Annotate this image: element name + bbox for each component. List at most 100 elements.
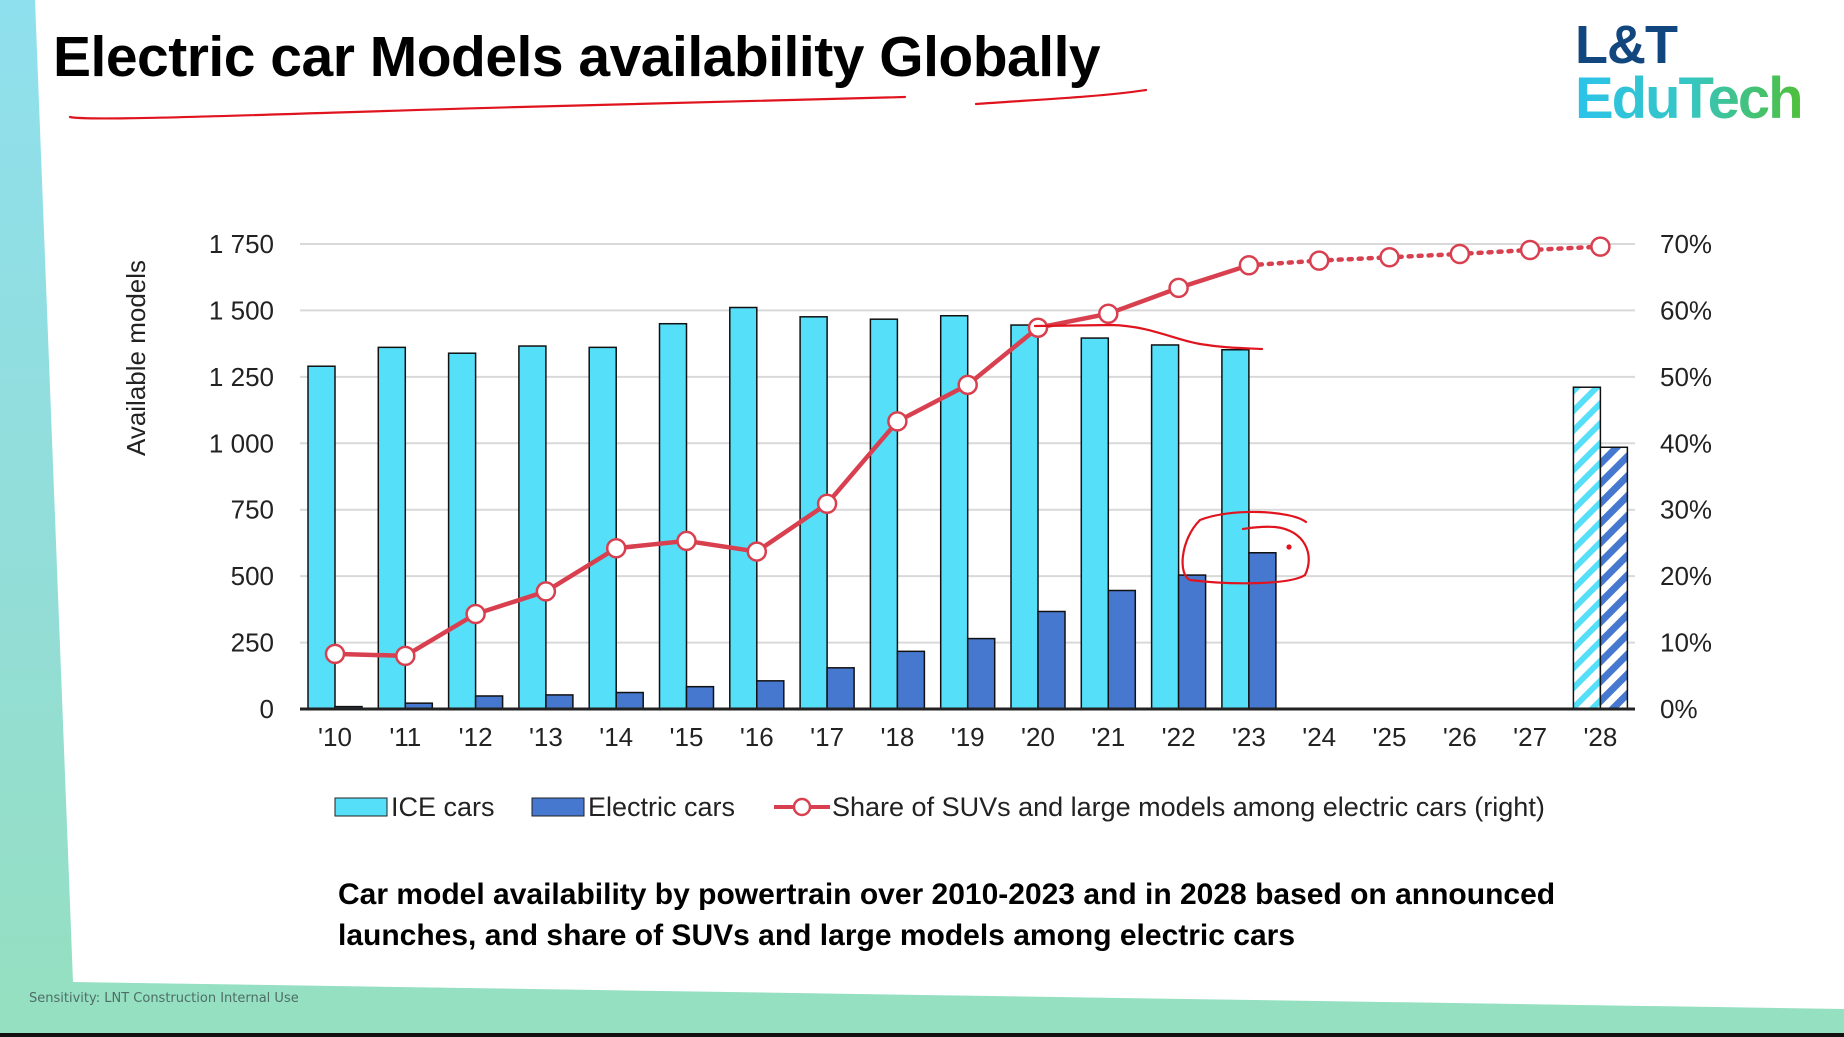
x-tick-label: '27 xyxy=(1513,722,1547,752)
share-point xyxy=(1449,243,1471,265)
chart-caption: Car model availability by powertrain ove… xyxy=(338,874,1638,956)
share-point xyxy=(1027,317,1049,338)
y-tick-label: 750 xyxy=(231,495,274,525)
legend: ICE cars Electric cars Share of SUVs and… xyxy=(334,792,1545,822)
share-point xyxy=(1590,236,1611,257)
y2-tick-label: 10% xyxy=(1660,628,1712,658)
bar-electric-cars xyxy=(474,695,504,710)
y-tick-label: 1 750 xyxy=(209,229,274,259)
bar-ice-cars xyxy=(1572,386,1602,710)
bar-electric-cars xyxy=(685,685,715,710)
y-tick-label: 0 xyxy=(260,694,274,724)
share-point xyxy=(1379,247,1400,268)
legend-swatch-electric xyxy=(531,797,585,817)
share-point xyxy=(605,537,627,559)
y-tick-label: 1 250 xyxy=(209,362,274,392)
y-axis-title: Available models xyxy=(121,260,151,456)
y2-tick-label: 60% xyxy=(1660,295,1712,325)
bar-ice-cars xyxy=(939,314,969,710)
bar-ice-cars xyxy=(447,352,477,710)
bar-ice-cars xyxy=(518,345,547,710)
bar-ice-cars xyxy=(729,306,758,710)
x-tick-label: '13 xyxy=(529,722,563,752)
bar-electric-cars xyxy=(1599,446,1629,710)
share-point xyxy=(1519,239,1541,261)
hand-annotations xyxy=(68,88,1310,585)
bar-electric-cars xyxy=(826,667,855,710)
legend-label-ice: ICE cars xyxy=(391,792,495,822)
annotation-ice-trend xyxy=(1033,323,1264,351)
bar-ice-cars xyxy=(588,346,617,710)
share-point xyxy=(1098,303,1119,324)
bar-electric-cars xyxy=(896,650,926,710)
x-tick-label: '21 xyxy=(1091,722,1125,752)
x-tick-label: '24 xyxy=(1302,722,1336,752)
annotation-underline-globally xyxy=(974,88,1148,106)
x-tick-label: '26 xyxy=(1443,722,1477,752)
bar-electric-cars xyxy=(966,637,996,710)
caption-line-1: Car model availability by powertrain ove… xyxy=(338,878,1556,911)
lt-edutech-logo: L&T EduTech xyxy=(1575,15,1804,132)
share-line-projected xyxy=(1246,244,1603,268)
y2-tick-label: 50% xyxy=(1660,362,1712,392)
caption-line-2: launches, and share of SUVs and large mo… xyxy=(338,919,1296,952)
x-tick-label: '20 xyxy=(1021,722,1055,752)
share-point xyxy=(395,645,416,667)
share-point xyxy=(1308,250,1330,271)
annotation-underline-title xyxy=(68,95,907,120)
bar-electric-cars xyxy=(1248,552,1277,710)
logo-line-2: EduTech xyxy=(1575,66,1804,132)
x-tick-label: '12 xyxy=(459,722,493,752)
bar-ice-cars xyxy=(1010,324,1039,710)
legend-label-electric: Electric cars xyxy=(588,792,735,822)
bar-ice-cars xyxy=(869,318,899,710)
bar-electric-cars xyxy=(615,691,644,710)
y2-tick-label: 20% xyxy=(1660,561,1712,591)
x-tick-label: '28 xyxy=(1583,722,1617,752)
x-tick-label: '16 xyxy=(740,722,774,752)
x-tick-label: '18 xyxy=(880,722,914,752)
share-point xyxy=(676,530,697,552)
logo-line-1: L&T xyxy=(1575,15,1678,75)
x-tick-label: '25 xyxy=(1373,722,1407,752)
bar-electric-cars xyxy=(1177,574,1207,710)
y-tick-label: 1 000 xyxy=(209,428,274,458)
x-tick-label: '14 xyxy=(599,722,633,752)
share-point xyxy=(746,541,768,562)
y2-tick-label: 30% xyxy=(1660,495,1712,525)
x-tick-label: '19 xyxy=(951,722,985,752)
slide-title: Electric car Models availability Globall… xyxy=(53,25,1101,89)
x-tick-label: '17 xyxy=(810,722,844,752)
x-tick-label: '15 xyxy=(670,722,704,752)
bar-electric-cars xyxy=(1107,589,1137,710)
y-tick-label: 500 xyxy=(231,561,274,591)
y2-tick-label: 40% xyxy=(1660,428,1712,458)
share-point xyxy=(887,411,908,432)
share-point xyxy=(324,643,346,665)
y-tick-label: 1 500 xyxy=(209,295,274,325)
bar-ice-cars xyxy=(1150,344,1180,710)
bar-electric-cars xyxy=(1037,610,1066,710)
bar-electric-cars xyxy=(545,694,574,710)
annotation-circle-2023-ev xyxy=(1181,510,1310,585)
x-tick-label: '10 xyxy=(318,722,352,752)
share-point xyxy=(465,603,486,625)
bar-ice-cars xyxy=(658,322,688,710)
x-tick-label: '22 xyxy=(1162,722,1196,752)
legend-label-share: Share of SUVs and large models among ele… xyxy=(832,792,1545,822)
share-point xyxy=(957,374,978,396)
share-line-actual xyxy=(334,263,1250,659)
legend-marker-share xyxy=(792,797,812,817)
bar-electric-cars xyxy=(756,680,785,710)
x-tick-label: '23 xyxy=(1232,722,1266,752)
bar-ice-cars xyxy=(1080,337,1110,710)
share-point xyxy=(1238,255,1260,276)
y2-tick-label: 0% xyxy=(1660,694,1698,724)
share-point xyxy=(1168,277,1189,299)
share-point xyxy=(535,581,557,602)
legend-swatch-ice xyxy=(334,797,388,817)
bottom-border xyxy=(0,1033,1844,1037)
y2-tick-label: 70% xyxy=(1660,229,1712,259)
